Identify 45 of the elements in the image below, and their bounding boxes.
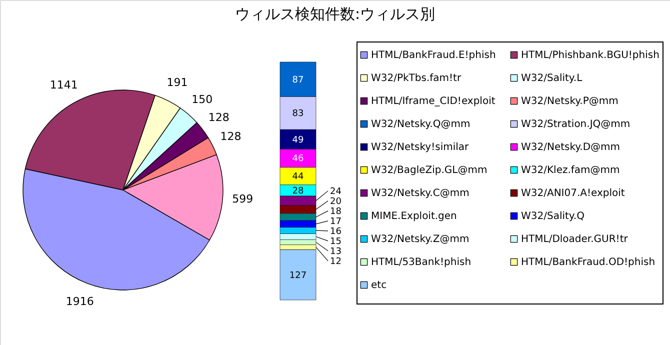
data-label: 599 (232, 192, 254, 206)
data-label: 12 (330, 256, 342, 267)
data-label: 18 (330, 206, 342, 217)
data-label: 1916 (66, 294, 94, 308)
legend-label: HTML/BankFraud.OD!phish (521, 257, 656, 268)
chart-title: ウィルス検知件数:ウィルス別 (234, 5, 436, 23)
legend-label: W32/Netsky.C@mm (371, 188, 470, 199)
legend-label: etc (371, 280, 387, 291)
bar (280, 249, 316, 300)
legend-label: HTML/53Bank!phish (371, 257, 472, 268)
legend-label: HTML/Phishbank.BGU!phish (521, 50, 660, 61)
data-label: 20 (330, 196, 342, 207)
legend-label: MIME.Exploit.gen (371, 211, 457, 222)
data-label: 1141 (50, 78, 78, 92)
data-label: 150 (192, 92, 213, 106)
data-label: 24 (330, 186, 342, 197)
legend-label: W32/Netsky.P@mm (521, 96, 618, 107)
data-label: 16 (330, 226, 342, 237)
legend-label: W32/Netsky.D@mm (521, 142, 620, 153)
legend-label: W32/Sality.L (521, 73, 583, 84)
legend-label: W32/BagleZip.GL@mm (371, 165, 488, 176)
data-label: 15 (330, 236, 342, 247)
data-label: 128 (208, 110, 230, 124)
legend-label: W32/Netsky!similar (371, 142, 470, 153)
data-label: 128 (220, 130, 242, 144)
legend-label: HTML/BankFraud.E!phish (371, 50, 496, 61)
legend-label: W32/Netsky.Q@mm (371, 119, 470, 130)
data-label: 13 (330, 246, 342, 257)
data-label: 46 (292, 154, 304, 164)
data-label: 49 (292, 135, 304, 146)
legend-label: W32/ANI07.A!exploit (521, 188, 625, 199)
data-label: 28 (292, 186, 304, 196)
data-label: 17 (330, 216, 342, 227)
data-label: 191 (166, 76, 188, 89)
legend-label: W32/Klez.fam@mm (521, 165, 620, 176)
data-label: 44 (292, 172, 304, 182)
legend-label: HTML/Iframe_CID!exploit (371, 96, 496, 107)
legend-label: W32/Stration.JQ@mm (521, 119, 630, 130)
data-label: 83 (292, 109, 304, 120)
data-label: 127 (289, 270, 307, 281)
legend-label: W32/Sality.Q (521, 211, 585, 222)
legend-label: W32/Netsky.Z@mm (371, 234, 470, 245)
legend-label: HTML/Dloader.GUR!tr (521, 234, 629, 245)
data-label: 87 (292, 75, 304, 86)
legend-label: W32/PkTbs.fam!tr (371, 73, 462, 84)
